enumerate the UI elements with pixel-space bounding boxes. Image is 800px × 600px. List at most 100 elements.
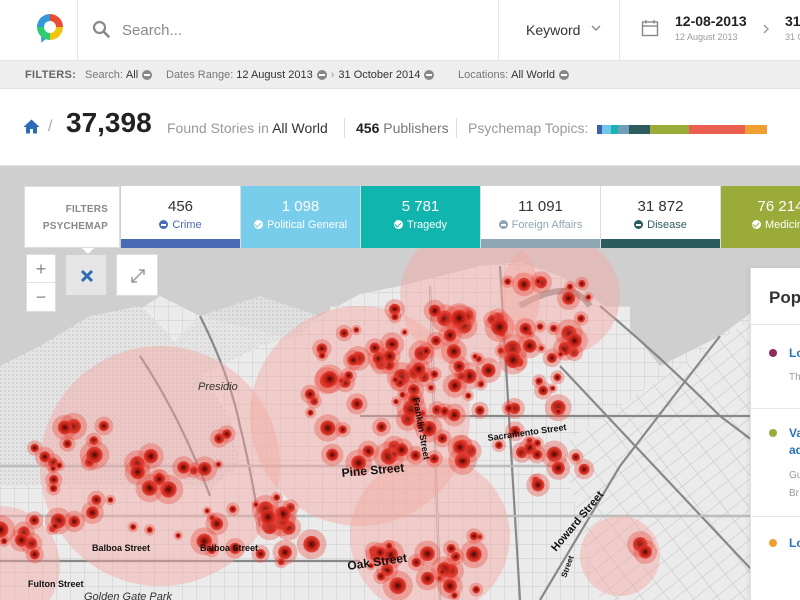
story-marker[interactable] bbox=[495, 441, 503, 449]
minus-circle-icon[interactable] bbox=[498, 220, 508, 229]
story-marker[interactable] bbox=[50, 465, 57, 472]
story-marker[interactable] bbox=[546, 352, 558, 364]
story-marker[interactable] bbox=[29, 515, 40, 526]
story-marker[interactable] bbox=[62, 439, 72, 449]
story-marker[interactable] bbox=[130, 523, 137, 530]
story-marker[interactable] bbox=[338, 425, 347, 434]
date-to[interactable]: 31-10-2014 bbox=[785, 13, 800, 29]
home-icon[interactable] bbox=[23, 119, 40, 134]
story-marker[interactable] bbox=[491, 318, 508, 336]
psychemap-topics-bar[interactable] bbox=[597, 125, 768, 134]
clear-selection-button[interactable] bbox=[65, 254, 107, 296]
story-marker[interactable] bbox=[439, 568, 446, 575]
story-marker[interactable] bbox=[448, 378, 462, 393]
story-marker[interactable] bbox=[107, 497, 114, 503]
story-marker[interactable] bbox=[466, 546, 482, 562]
story-marker[interactable] bbox=[196, 533, 212, 549]
story-marker[interactable] bbox=[374, 547, 386, 558]
story-marker[interactable] bbox=[437, 575, 443, 581]
story-marker[interactable] bbox=[451, 592, 458, 599]
story-marker[interactable] bbox=[204, 508, 210, 514]
story-marker[interactable] bbox=[431, 335, 441, 346]
story-marker[interactable] bbox=[477, 380, 485, 388]
story-marker[interactable] bbox=[436, 310, 453, 327]
story-marker[interactable] bbox=[153, 473, 165, 486]
psychemap-topic-segment[interactable] bbox=[688, 125, 745, 134]
story-marker[interactable] bbox=[275, 506, 291, 522]
story-marker[interactable] bbox=[524, 442, 537, 455]
story-marker[interactable] bbox=[68, 515, 81, 528]
category-card[interactable]: 5 781 Tragedy bbox=[361, 186, 481, 248]
story-marker[interactable] bbox=[472, 353, 478, 359]
story-marker[interactable] bbox=[177, 461, 190, 474]
story-marker[interactable] bbox=[384, 359, 395, 371]
story-marker[interactable] bbox=[383, 350, 396, 363]
minus-circle-icon[interactable] bbox=[159, 220, 169, 229]
story-marker[interactable] bbox=[307, 409, 314, 416]
story-marker[interactable] bbox=[577, 314, 585, 323]
calendar-icon[interactable] bbox=[641, 19, 659, 37]
story-marker[interactable] bbox=[638, 545, 652, 559]
story-marker[interactable] bbox=[376, 572, 386, 581]
psychemap-filters-box[interactable]: FILTERS PSYCHEMAP bbox=[24, 186, 120, 248]
check-circle-icon[interactable] bbox=[394, 220, 404, 229]
story-marker[interactable] bbox=[416, 420, 425, 430]
story-marker[interactable] bbox=[47, 457, 59, 468]
story-marker[interactable] bbox=[382, 546, 398, 563]
story-marker[interactable] bbox=[221, 429, 232, 439]
story-marker[interactable] bbox=[578, 463, 590, 475]
story-marker[interactable] bbox=[98, 420, 110, 432]
story-marker[interactable] bbox=[522, 339, 537, 353]
remove-filter-date-from-icon[interactable] bbox=[316, 70, 327, 80]
zoom-out-button[interactable]: − bbox=[35, 287, 47, 307]
story-marker[interactable] bbox=[30, 443, 39, 453]
story-marker[interactable] bbox=[91, 494, 102, 505]
psychemap-topic-segment[interactable] bbox=[610, 125, 618, 134]
story-marker[interactable] bbox=[446, 543, 456, 554]
story-marker[interactable] bbox=[389, 303, 401, 316]
story-marker[interactable] bbox=[393, 398, 399, 405]
story-marker[interactable] bbox=[443, 329, 457, 342]
story-marker[interactable] bbox=[51, 522, 59, 530]
story-marker[interactable] bbox=[477, 534, 483, 540]
story-marker[interactable] bbox=[571, 452, 581, 462]
story-marker[interactable] bbox=[89, 436, 99, 446]
story-marker[interactable] bbox=[450, 309, 468, 327]
story-marker[interactable] bbox=[566, 283, 574, 290]
story-marker[interactable] bbox=[321, 370, 338, 387]
story-marker[interactable] bbox=[412, 362, 426, 376]
story-marker[interactable] bbox=[389, 577, 407, 595]
story-marker[interactable] bbox=[509, 425, 521, 437]
story-marker[interactable] bbox=[585, 294, 592, 300]
story-marker[interactable] bbox=[49, 484, 58, 493]
story-marker[interactable] bbox=[472, 585, 481, 594]
popular-item[interactable]: Lo Th bbox=[751, 324, 800, 408]
story-marker[interactable] bbox=[255, 548, 266, 559]
story-marker[interactable] bbox=[481, 363, 496, 378]
story-marker[interactable] bbox=[465, 392, 472, 399]
story-marker[interactable] bbox=[421, 421, 437, 437]
story-marker[interactable] bbox=[418, 410, 426, 417]
story-marker[interactable] bbox=[550, 385, 556, 391]
story-marker[interactable] bbox=[391, 313, 399, 321]
fullscreen-button[interactable] bbox=[116, 254, 158, 296]
story-marker[interactable] bbox=[558, 351, 564, 357]
story-marker[interactable] bbox=[504, 340, 521, 357]
story-marker[interactable] bbox=[215, 461, 222, 468]
story-marker[interactable] bbox=[347, 354, 359, 366]
category-card[interactable]: 76 214 Medicine bbox=[721, 186, 800, 248]
popular-item[interactable]: Lo bbox=[751, 516, 800, 600]
zoom-in-button[interactable]: + bbox=[27, 255, 55, 283]
story-marker[interactable] bbox=[214, 433, 225, 444]
story-marker[interactable] bbox=[320, 420, 336, 436]
story-marker[interactable] bbox=[453, 440, 467, 455]
story-marker[interactable] bbox=[39, 451, 51, 463]
story-marker[interactable] bbox=[303, 535, 320, 553]
psychemap-topic-segment[interactable] bbox=[618, 125, 629, 134]
story-marker[interactable] bbox=[130, 464, 145, 480]
story-marker[interactable] bbox=[421, 346, 431, 356]
story-marker[interactable] bbox=[532, 449, 543, 460]
story-marker[interactable] bbox=[551, 461, 565, 475]
story-marker[interactable] bbox=[49, 474, 59, 485]
story-marker[interactable] bbox=[535, 278, 542, 285]
